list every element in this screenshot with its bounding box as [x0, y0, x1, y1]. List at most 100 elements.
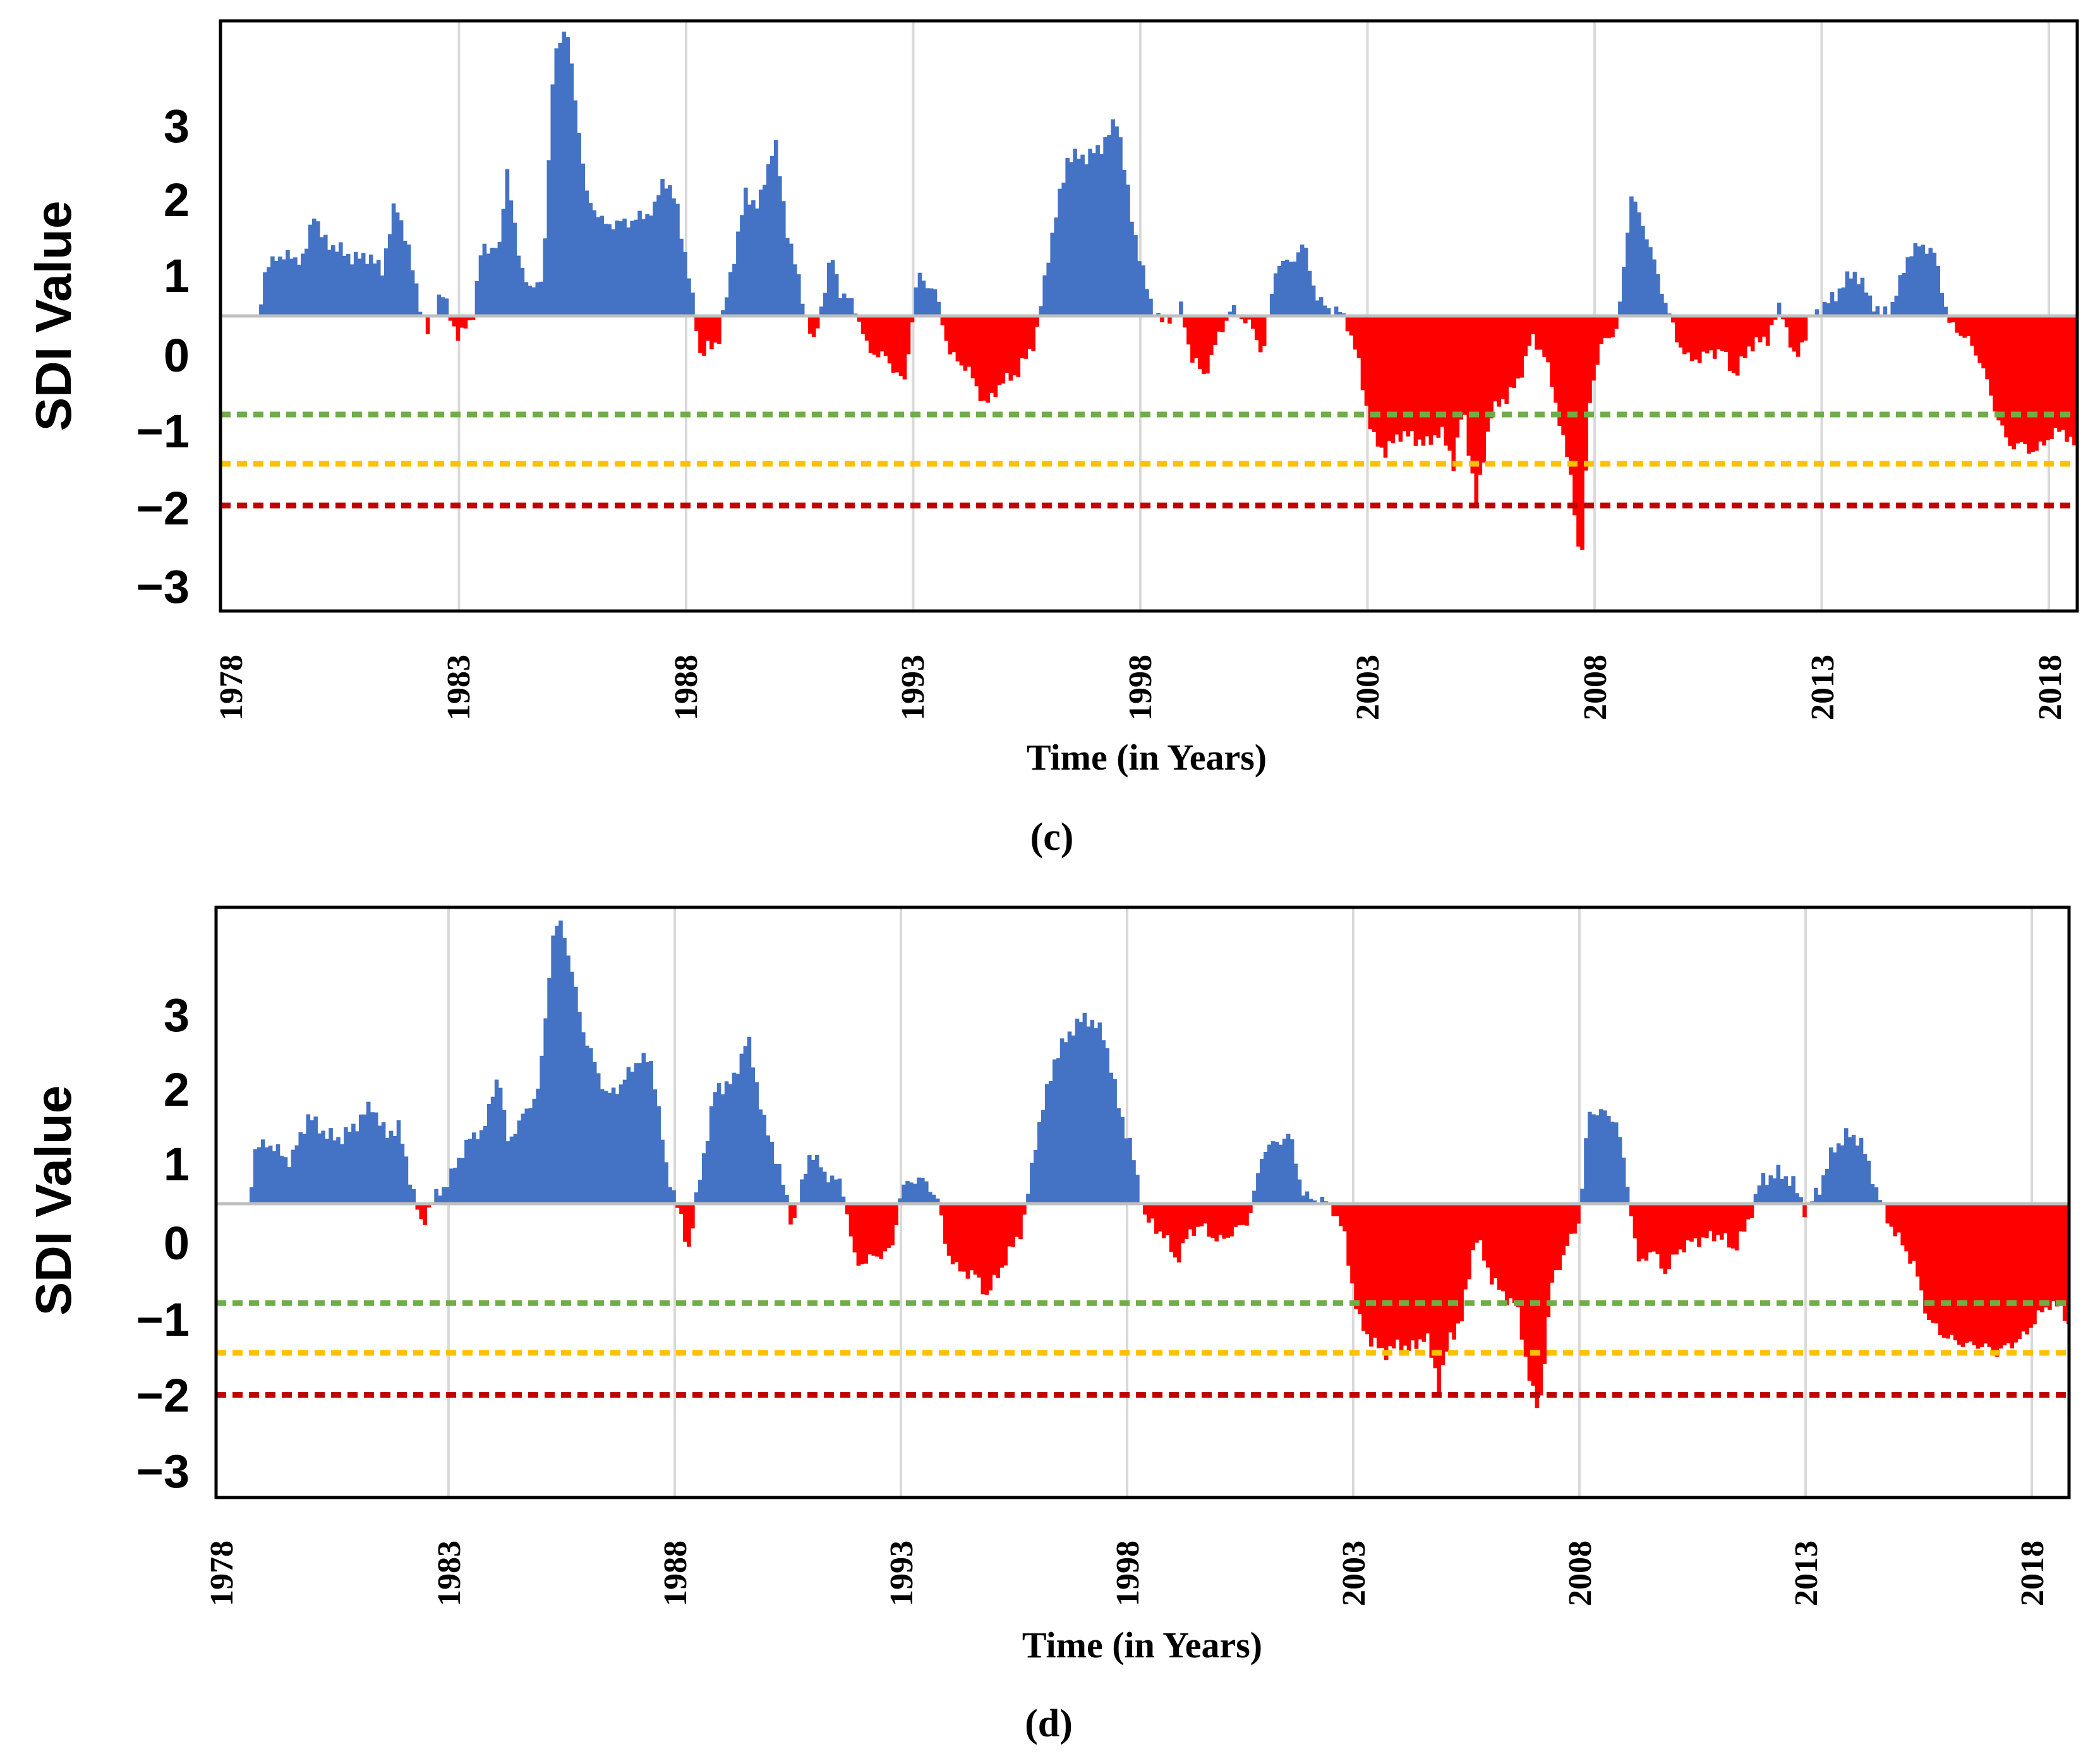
bar-d-17 — [313, 1117, 318, 1204]
bar-c-368 — [1694, 316, 1698, 360]
bar-c-198 — [1023, 316, 1029, 359]
bar-c-5 — [278, 257, 282, 316]
bar-d-441 — [1938, 1204, 1943, 1335]
bar-d-195 — [992, 1204, 996, 1275]
bar-c-59 — [493, 248, 498, 316]
bar-d-302 — [1406, 1204, 1411, 1351]
bar-d-93 — [603, 1091, 608, 1204]
bar-d-288 — [1354, 1204, 1358, 1309]
bar-c-463 — [2072, 316, 2077, 445]
bar-d-163 — [871, 1204, 876, 1256]
bar-d-290 — [1361, 1204, 1366, 1331]
bar-c-317 — [1500, 316, 1505, 399]
bar-c-183 — [967, 316, 972, 367]
bar-c-373 — [1712, 316, 1717, 359]
bar-d-65 — [498, 1087, 503, 1204]
bar-d-306 — [1421, 1204, 1427, 1342]
bar-c-21 — [339, 242, 343, 316]
bar-d-45 — [419, 1204, 424, 1219]
bar-d-373 — [1674, 1204, 1679, 1255]
bar-c-112 — [694, 316, 699, 331]
bar-c-141 — [807, 316, 812, 334]
bar-c-53 — [471, 316, 476, 320]
bar-d-308 — [1429, 1204, 1434, 1358]
bar-c-163 — [891, 316, 896, 373]
bar-d-210 — [1048, 1080, 1053, 1204]
bar-c-400 — [1826, 303, 1831, 316]
bar-c-315 — [1493, 316, 1497, 402]
bar-c-262 — [1288, 262, 1293, 316]
y-tick-d-m1: −1 — [136, 1293, 190, 1346]
bar-c-27 — [361, 253, 366, 316]
bar-c-247 — [1224, 316, 1229, 321]
bar-c-394 — [1792, 316, 1797, 352]
bar-d-416 — [1840, 1145, 1845, 1204]
bar-c-306 — [1459, 316, 1464, 420]
bar-c-89 — [607, 224, 612, 316]
bar-c-99 — [645, 214, 649, 316]
bar-c-255 — [1258, 316, 1263, 353]
bar-c-442 — [1993, 316, 1997, 412]
bar-d-430 — [1897, 1204, 1901, 1233]
bar-d-64 — [494, 1079, 499, 1204]
bar-c-245 — [1217, 316, 1221, 332]
bar-c-35 — [391, 203, 396, 316]
bar-d-24 — [340, 1144, 344, 1204]
bar-c-407 — [1852, 272, 1857, 316]
x-tick-d-1988: 1988 — [658, 1540, 694, 1606]
bar-c-414 — [1883, 306, 1888, 316]
bar-c-270 — [1319, 297, 1324, 316]
bar-d-66 — [502, 1110, 507, 1204]
bar-d-360 — [1625, 1187, 1630, 1204]
bar-d-287 — [1350, 1204, 1355, 1284]
bar-c-311 — [1478, 316, 1483, 475]
bar-d-395 — [1757, 1185, 1762, 1204]
bar-c-456 — [2046, 316, 2050, 440]
bar-c-307 — [1463, 316, 1468, 415]
bar-c-396 — [1799, 316, 1804, 342]
bar-d-402 — [1783, 1176, 1788, 1204]
bar-c-449 — [2019, 316, 2024, 442]
bar-c-422 — [1917, 246, 1922, 316]
bar-c-296 — [1421, 316, 1426, 446]
bar-c-81 — [577, 133, 581, 316]
bar-d-325 — [1494, 1204, 1498, 1278]
bar-d-351 — [1591, 1114, 1596, 1204]
bar-c-462 — [2068, 316, 2073, 437]
bar-c-410 — [1864, 292, 1869, 316]
bar-c-286 — [1383, 316, 1388, 458]
bar-c-220 — [1107, 135, 1111, 316]
bar-d-317 — [1463, 1204, 1468, 1290]
bar-d-293 — [1373, 1204, 1377, 1338]
x-tick-c-1978: 1978 — [214, 655, 250, 720]
bar-c-210 — [1069, 162, 1073, 316]
bar-c-91 — [615, 221, 619, 316]
bar-d-406 — [1799, 1197, 1803, 1204]
bar-d-359 — [1621, 1158, 1626, 1204]
bar-d-35 — [381, 1122, 386, 1204]
bar-c-229 — [1141, 265, 1145, 316]
bar-c-453 — [2034, 316, 2039, 451]
bar-c-135 — [781, 201, 786, 316]
bar-d-4 — [264, 1147, 269, 1204]
x-tick-c-1988: 1988 — [668, 655, 704, 720]
bar-d-397 — [1765, 1185, 1770, 1204]
bar-d-150 — [822, 1171, 827, 1204]
bar-d-90 — [592, 1062, 597, 1204]
bar-d-201 — [1015, 1204, 1019, 1237]
bar-c-71 — [539, 281, 544, 316]
bar-c-221 — [1111, 119, 1115, 317]
bar-d-148 — [815, 1155, 819, 1204]
bar-d-434 — [1912, 1204, 1916, 1261]
bar-c-234 — [1168, 316, 1172, 324]
bar-d-404 — [1791, 1176, 1795, 1204]
bar-c-94 — [626, 227, 631, 316]
bar-c-116 — [709, 316, 714, 349]
bar-d-248 — [1195, 1204, 1200, 1227]
bar-d-60 — [479, 1130, 484, 1204]
bar-c-300 — [1436, 316, 1441, 438]
bar-d-216 — [1071, 1035, 1076, 1204]
bar-c-131 — [766, 164, 771, 316]
bar-d-305 — [1418, 1204, 1423, 1340]
bar-c-437 — [1974, 316, 1978, 356]
